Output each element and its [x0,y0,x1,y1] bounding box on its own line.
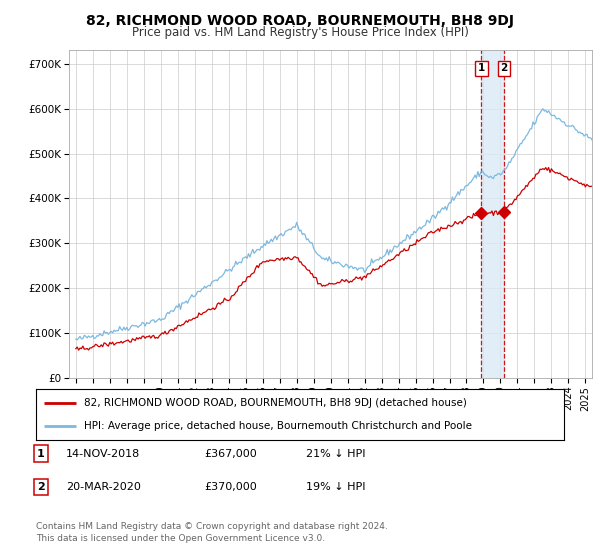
Text: £370,000: £370,000 [204,482,257,492]
Text: 14-NOV-2018: 14-NOV-2018 [66,449,140,459]
Text: HPI: Average price, detached house, Bournemouth Christchurch and Poole: HPI: Average price, detached house, Bour… [83,421,472,431]
Text: 82, RICHMOND WOOD ROAD, BOURNEMOUTH, BH8 9DJ: 82, RICHMOND WOOD ROAD, BOURNEMOUTH, BH8… [86,14,514,28]
Text: Contains HM Land Registry data © Crown copyright and database right 2024.
This d: Contains HM Land Registry data © Crown c… [36,522,388,543]
Text: 1: 1 [37,449,44,459]
Text: 21% ↓ HPI: 21% ↓ HPI [306,449,365,459]
Text: 1: 1 [478,63,485,73]
Text: £367,000: £367,000 [204,449,257,459]
Text: 2: 2 [37,482,44,492]
Text: 19% ↓ HPI: 19% ↓ HPI [306,482,365,492]
Bar [481,50,504,378]
Text: 82, RICHMOND WOOD ROAD, BOURNEMOUTH, BH8 9DJ (detached house): 82, RICHMOND WOOD ROAD, BOURNEMOUTH, BH8… [83,398,466,408]
Text: Price paid vs. HM Land Registry's House Price Index (HPI): Price paid vs. HM Land Registry's House … [131,26,469,39]
Text: 20-MAR-2020: 20-MAR-2020 [66,482,141,492]
Text: 2: 2 [500,63,508,73]
